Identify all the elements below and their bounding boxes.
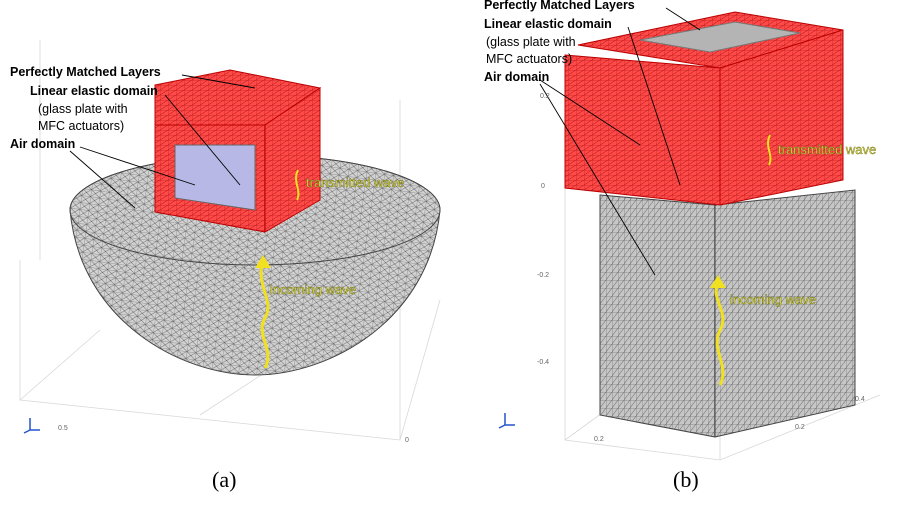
wave-label: incoming wave xyxy=(270,282,356,297)
label: MFC actuators) xyxy=(38,119,124,133)
axis-triad xyxy=(24,418,40,433)
panel-b: Perfectly Matched Layers Linear elastic … xyxy=(484,0,880,492)
label: Perfectly Matched Layers xyxy=(484,0,635,12)
axis-tick: 0.2 xyxy=(795,424,805,431)
pml-front xyxy=(565,55,720,205)
axis-tick: 0 xyxy=(405,437,409,444)
axis-tick: -0.4 xyxy=(537,359,549,366)
axis-tick: -0.2 xyxy=(537,272,549,279)
label: MFC actuators) xyxy=(486,52,572,66)
axis-tick: 0.5 xyxy=(58,425,68,432)
axis-tick: 0.2 xyxy=(594,436,604,443)
label: Air domain xyxy=(484,70,549,84)
axis-triad xyxy=(499,413,515,428)
label: Perfectly Matched Layers xyxy=(10,65,161,79)
label: Air domain xyxy=(10,137,75,151)
label: (glass plate with xyxy=(486,35,576,49)
wave-label: transmitted wave xyxy=(306,175,404,190)
caption: (a) xyxy=(212,467,236,492)
air-column-front xyxy=(600,195,715,437)
label: Linear elastic domain xyxy=(30,84,158,98)
caption: (b) xyxy=(673,467,699,492)
axis-tick: 0.4 xyxy=(855,396,865,403)
air-column-side xyxy=(715,190,855,437)
wave-label: incoming wave xyxy=(730,292,816,307)
axis-tick: 0.2 xyxy=(540,93,550,100)
panel-a: Perfectly Matched Layers Linear elastic … xyxy=(10,40,440,492)
axis-tick: 0 xyxy=(541,183,545,190)
figure: Perfectly Matched Layers Linear elastic … xyxy=(0,0,903,505)
label: (glass plate with xyxy=(38,102,128,116)
wave-label: transmitted wave xyxy=(778,142,876,157)
label: Linear elastic domain xyxy=(484,17,612,31)
